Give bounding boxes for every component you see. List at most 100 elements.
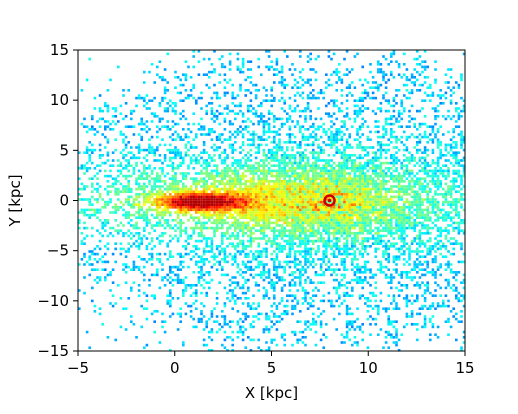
- heatmap-cell: [163, 174, 167, 178]
- heatmap-cell: [288, 104, 292, 108]
- heatmap-cell: [361, 133, 364, 136]
- heatmap-cell: [304, 213, 307, 217]
- heatmap-cell: [179, 172, 182, 175]
- heatmap-cell: [325, 198, 328, 201]
- heatmap-cell: [293, 260, 297, 264]
- heatmap-cell: [127, 216, 130, 219]
- heatmap-cell: [358, 180, 362, 183]
- heatmap-cell: [145, 167, 149, 170]
- heatmap-cell: [267, 68, 271, 71]
- heatmap-cell: [319, 320, 323, 323]
- heatmap-cell: [124, 307, 128, 310]
- heatmap-cell: [231, 200, 234, 204]
- heatmap-cell: [254, 216, 258, 219]
- heatmap-cell: [106, 200, 110, 204]
- heatmap-cell: [260, 193, 263, 196]
- heatmap-cell: [374, 242, 377, 245]
- heatmap-cell: [239, 102, 242, 105]
- heatmap-cell: [358, 177, 362, 180]
- heatmap-cell: [273, 164, 276, 167]
- heatmap-cell: [291, 294, 294, 297]
- heatmap-cell: [306, 234, 310, 238]
- heatmap-cell: [187, 219, 190, 222]
- heatmap-cell: [223, 187, 227, 191]
- heatmap-cell: [189, 286, 193, 290]
- heatmap-cell: [236, 195, 240, 199]
- heatmap-cell: [91, 263, 94, 266]
- heatmap-cell: [312, 213, 315, 217]
- heatmap-cell: [353, 159, 357, 162]
- heatmap-cell: [332, 250, 336, 253]
- heatmap-cell: [382, 128, 385, 131]
- heatmap-cell: [348, 198, 351, 201]
- heatmap-cell: [361, 213, 364, 217]
- heatmap-cell: [158, 206, 162, 209]
- heatmap-cell: [345, 268, 349, 271]
- heatmap-cell: [358, 195, 362, 199]
- heatmap-cell: [195, 211, 198, 214]
- heatmap-cell: [262, 203, 266, 206]
- heatmap-cell: [215, 219, 219, 222]
- heatmap-cell: [374, 294, 377, 297]
- heatmap-cell: [239, 224, 242, 227]
- heatmap-cell: [228, 200, 232, 204]
- heatmap-cell: [104, 102, 107, 105]
- heatmap-cell: [114, 138, 117, 141]
- heatmap-cell: [343, 177, 346, 180]
- heatmap-cell: [210, 213, 214, 217]
- heatmap-cell: [254, 211, 258, 214]
- heatmap-cell: [166, 219, 169, 222]
- heatmap-cell: [223, 138, 227, 141]
- heatmap-cell: [249, 193, 253, 196]
- heatmap-cell: [252, 213, 255, 217]
- heatmap-cell: [306, 242, 310, 245]
- heatmap-cell: [179, 200, 182, 204]
- heatmap-cell: [369, 232, 372, 235]
- heatmap-cell: [192, 112, 195, 115]
- heatmap-cell: [215, 117, 219, 121]
- heatmap-cell: [283, 167, 286, 170]
- heatmap-cell: [296, 91, 299, 95]
- heatmap-cell: [325, 190, 328, 193]
- heatmap-cell: [213, 252, 216, 256]
- heatmap-cell: [309, 190, 312, 193]
- heatmap-cell: [161, 198, 164, 201]
- heatmap-cell: [218, 226, 221, 230]
- heatmap-cell: [332, 122, 336, 126]
- heatmap-cell: [278, 185, 281, 188]
- heatmap-cell: [265, 315, 268, 318]
- heatmap-cell: [379, 219, 383, 222]
- heatmap-cell: [366, 268, 370, 271]
- heatmap-cell: [322, 333, 325, 336]
- heatmap-cell: [88, 263, 91, 266]
- heatmap-cell: [322, 187, 325, 191]
- heatmap-cell: [356, 104, 359, 108]
- heatmap-cell: [244, 198, 247, 201]
- heatmap-cell: [213, 258, 216, 261]
- heatmap-cell: [273, 226, 276, 230]
- heatmap-cell: [130, 286, 133, 290]
- heatmap-cell: [145, 177, 149, 180]
- heatmap-cell: [312, 185, 315, 188]
- heatmap-cell: [317, 156, 320, 160]
- heatmap-cell: [338, 167, 341, 170]
- heatmap-cell: [314, 193, 318, 196]
- heatmap-cell: [293, 226, 297, 230]
- heatmap-cell: [223, 323, 227, 326]
- heatmap-cell: [369, 206, 372, 209]
- heatmap-cell: [330, 130, 333, 134]
- heatmap-cell: [366, 187, 370, 191]
- heatmap-cell: [260, 195, 263, 199]
- heatmap-cell: [283, 234, 286, 238]
- heatmap-cell: [265, 187, 268, 191]
- heatmap-cell: [356, 203, 359, 206]
- heatmap-cell: [265, 190, 268, 193]
- heatmap-cell: [192, 180, 195, 183]
- heatmap-cell: [143, 195, 146, 199]
- heatmap-cell: [306, 143, 310, 147]
- heatmap-cell: [148, 242, 151, 245]
- heatmap-cell: [369, 159, 372, 162]
- heatmap-cell: [293, 141, 297, 144]
- heatmap-cell: [345, 182, 349, 186]
- heatmap-cell: [132, 167, 136, 170]
